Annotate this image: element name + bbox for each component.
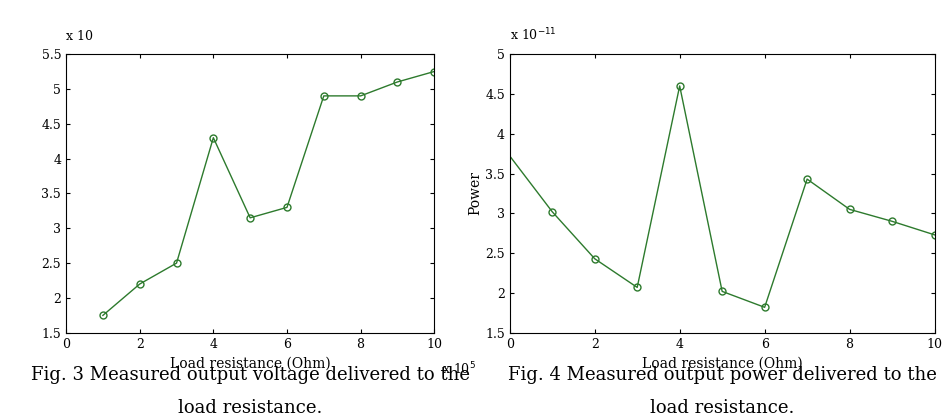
Text: x 10$^5$: x 10$^5$ xyxy=(442,361,476,377)
X-axis label: Load resistance (Ohm): Load resistance (Ohm) xyxy=(642,356,802,370)
X-axis label: Load resistance (Ohm): Load resistance (Ohm) xyxy=(170,356,330,370)
Y-axis label: Power: Power xyxy=(468,171,482,215)
Text: load resistance.: load resistance. xyxy=(178,399,322,416)
Text: x 10: x 10 xyxy=(66,30,93,43)
Text: Fig. 3 Measured output voltage delivered to the: Fig. 3 Measured output voltage delivered… xyxy=(30,366,470,384)
Text: x 10$^{-11}$: x 10$^{-11}$ xyxy=(510,26,556,43)
Text: Fig. 4 Measured output power delivered to the: Fig. 4 Measured output power delivered t… xyxy=(508,366,936,384)
Text: x 10$^5$: x 10$^5$ xyxy=(943,361,944,377)
Text: load resistance.: load resistance. xyxy=(650,399,794,416)
